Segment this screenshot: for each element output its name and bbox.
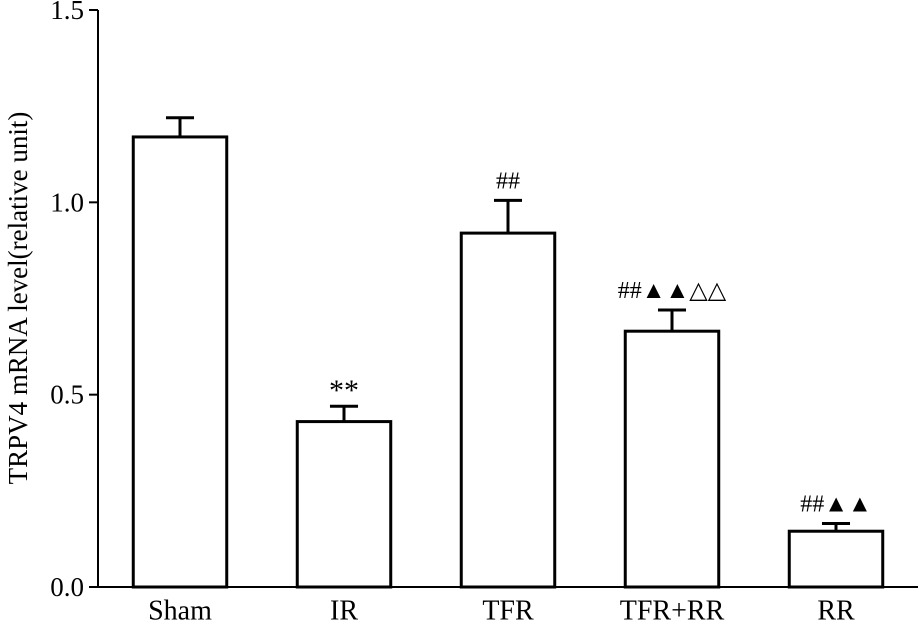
bar: [787, 529, 885, 589]
x-tick-label: IR: [330, 596, 358, 622]
significance-label: ##▲▲: [800, 492, 872, 518]
y-tick-label: 1.0: [50, 187, 84, 217]
y-tick-label: 0.5: [50, 380, 84, 410]
x-tick-label: Sham: [148, 596, 212, 622]
y-tick-label: 1.5: [50, 0, 84, 25]
bar: [459, 231, 557, 589]
y-axis-ticks: 0.0 0.5 1.0 1.5: [50, 0, 98, 602]
x-tick-label: TFR: [482, 596, 534, 622]
x-tick-label: RR: [817, 596, 855, 622]
significance-label: ##▲▲△△: [618, 278, 727, 304]
bar: [131, 135, 229, 589]
x-tick-label: TFR+RR: [620, 596, 725, 622]
significance-label: ##: [496, 168, 520, 194]
y-tick-label: 0.0: [50, 572, 84, 602]
x-axis-tick-labels: Sham IR TFR TFR+RR RR: [148, 596, 855, 622]
significance-label: **: [329, 374, 359, 407]
bars: ** ## ##▲▲△△ ##▲▲: [131, 116, 885, 589]
y-axis-label: TRPV4 mRNA level(relative unit): [3, 112, 33, 485]
bar: [295, 420, 393, 589]
bar: [623, 329, 721, 589]
